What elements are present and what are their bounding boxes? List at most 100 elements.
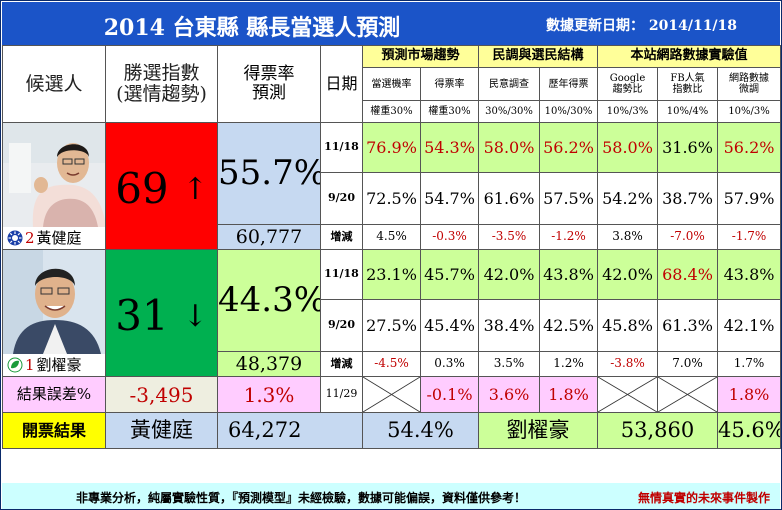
date-cell: 11/18	[320, 122, 363, 173]
diff-cell: -1.7%	[717, 224, 781, 250]
diff-cell: -7.0%	[657, 224, 719, 250]
disclaimer: 非專業分析，純屬實驗性質，『預測模型』未經檢驗，數據可能偏誤，資料僅供參考！	[76, 491, 527, 505]
sub-fb: FB人氣 指數比	[657, 67, 719, 101]
value-cell: 61.3%	[657, 299, 719, 352]
empty-cell	[362, 376, 421, 413]
error-rate: 1.3%	[217, 376, 321, 413]
result-loser: 劉櫂豪	[478, 412, 599, 449]
header-vote-rate: 得票率 預測	[217, 45, 321, 123]
value-cell: 72.5%	[362, 172, 421, 225]
trend-up-icon: ↑	[182, 171, 208, 207]
sub-google-line1: Google	[609, 73, 646, 84]
candidate-photo: 1 劉櫂豪	[3, 250, 105, 376]
error-votes: -3,495	[105, 376, 218, 413]
value-cell: 38.7%	[657, 172, 719, 225]
diff-cell: 3.8%	[597, 224, 659, 250]
sub-fb-line2: 指數比	[672, 84, 703, 95]
value-cell: 76.9%	[362, 122, 421, 173]
value-cell: 42.0%	[478, 249, 541, 300]
kmt-sun-icon	[7, 230, 23, 246]
photo-liu	[3, 250, 105, 354]
trend-down-icon: ↓	[182, 298, 208, 334]
diff-cell: -0.3%	[419, 224, 480, 250]
weight-5: 10%/3%	[597, 100, 659, 123]
value-cell: 45.8%	[597, 299, 659, 352]
diff-cell: 3.5%	[478, 351, 541, 377]
result-loser-rate: 45.6%	[717, 412, 781, 449]
candidate-name: 黃健庭	[36, 228, 82, 247]
win-index-value: 31	[115, 290, 169, 340]
sub-web-adjust-line1: 網路數據	[729, 73, 770, 84]
weight-7: 10%/3%	[717, 100, 781, 123]
date-cell: 9/20	[320, 299, 363, 352]
page-title: 2014 台東縣 縣長當選人預測	[103, 15, 401, 41]
header-date: 日期	[320, 45, 363, 123]
error-date: 11/29	[320, 376, 363, 413]
empty-cell	[597, 376, 659, 413]
sub-vote-rate: 得票率	[419, 67, 480, 101]
value-cell: 43.8%	[539, 249, 599, 300]
rate-prediction: 55.7%	[217, 122, 321, 225]
date-cell: 增減	[320, 351, 363, 377]
group-web: 本站網路數據實驗值	[597, 45, 781, 68]
candidate-cell: 2 黃健庭	[2, 122, 106, 250]
group-market: 預測市場趨勢	[361, 45, 480, 68]
header-win-index: 勝選指數 (選情趨勢)	[105, 45, 218, 123]
value-cell: 45.7%	[419, 249, 480, 300]
value-cell: 42.0%	[597, 249, 659, 300]
diff-cell: 7.0%	[657, 351, 719, 377]
candidate-label: 2 黃健庭	[7, 228, 82, 247]
group-poll: 民調與選民結構	[478, 45, 599, 68]
result-winner-votes: 64,272	[217, 412, 363, 449]
win-index-cell: 69 ↑	[105, 122, 218, 250]
value-cell: 57.5%	[539, 172, 599, 225]
candidate-cell: 1 劉櫂豪	[2, 249, 106, 377]
result-winner-rate: 54.4%	[361, 412, 480, 449]
date-cell: 11/18	[320, 249, 363, 300]
value-cell: 45.4%	[419, 299, 480, 352]
win-index-value: 69	[115, 163, 169, 213]
votes-prediction: 48,379	[217, 351, 321, 377]
sub-google: Google 趨勢比	[597, 67, 659, 101]
sub-google-line2: 趨勢比	[612, 84, 643, 95]
value-cell: 27.5%	[362, 299, 421, 352]
header-vote-rate-line1: 得票率	[243, 64, 295, 85]
candidate-number: 2	[25, 228, 35, 247]
value-cell: 54.2%	[597, 172, 659, 225]
value-cell: 31.6%	[657, 122, 719, 173]
value-cell: 54.7%	[419, 172, 480, 225]
weight-4: 10%/30%	[539, 100, 599, 123]
value-cell: 54.3%	[419, 122, 480, 173]
title-bar: 2014 台東縣 縣長當選人預測 數據更新日期： 2014/11/18	[2, 2, 780, 45]
value-cell: 23.1%	[362, 249, 421, 300]
candidate-number: 1	[25, 355, 35, 374]
result-label: 開票結果	[2, 412, 106, 449]
update-label: 數據更新日期：	[546, 18, 644, 34]
update-value: 2014/11/18	[648, 18, 738, 34]
value-cell: 42.5%	[539, 299, 599, 352]
sub-web-adjust: 網路數據 微調	[717, 67, 781, 101]
value-cell: 42.1%	[717, 299, 781, 352]
diff-cell: 1.7%	[717, 351, 781, 377]
sub-win-prob: 當選機率	[362, 67, 421, 101]
header-vote-rate-line2: 預測	[252, 83, 286, 103]
diff-cell: 4.5%	[362, 224, 421, 250]
header-win-index-line1: 勝選指數	[123, 62, 200, 85]
diff-cell: -3.8%	[597, 351, 659, 377]
update-date: 數據更新日期： 2014/11/18	[546, 15, 737, 35]
weight-1: 權重30%	[362, 100, 421, 123]
dpp-leaf-icon	[7, 357, 23, 373]
value-cell: 68.4%	[657, 249, 719, 300]
prediction-table: 候選人 勝選指數 (選情趨勢) 得票率 預測 日期 預測市場趨勢 民調與選民結構…	[2, 45, 781, 449]
value-cell: 38.4%	[478, 299, 541, 352]
value-cell: 57.9%	[717, 172, 781, 225]
cross-icon	[598, 377, 657, 412]
value-cell: 43.8%	[717, 249, 781, 300]
diff-cell: -1.2%	[539, 224, 599, 250]
error-cell: -0.1%	[419, 376, 480, 413]
cross-icon	[658, 377, 717, 412]
diff-cell: 0.3%	[419, 351, 480, 377]
sub-history: 歷年得票	[539, 67, 599, 101]
weight-2: 權重30%	[419, 100, 480, 123]
date-cell: 9/20	[320, 172, 363, 225]
